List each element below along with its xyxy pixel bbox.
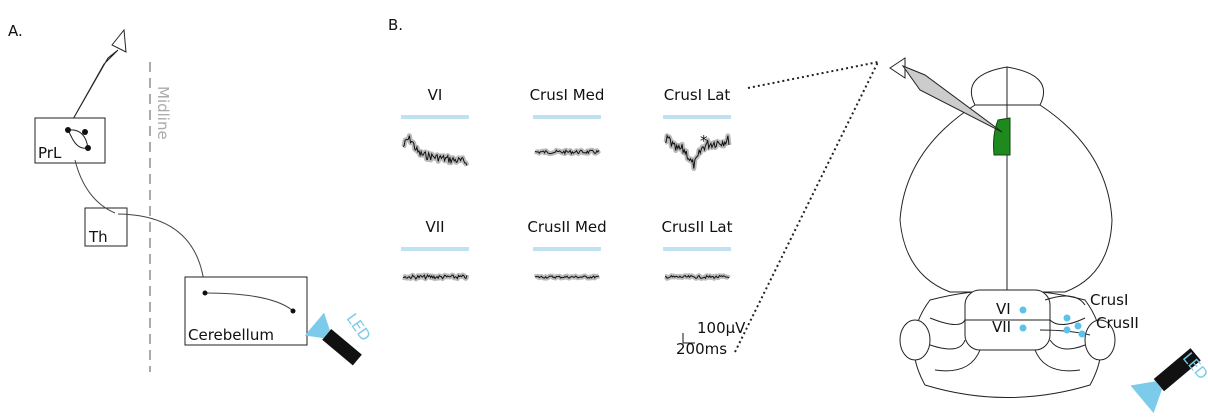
- region-label: Th: [88, 228, 108, 246]
- led-label: LED: [343, 310, 375, 344]
- scale-time: 200ms: [676, 340, 727, 358]
- pipette: [68, 30, 126, 128]
- trace-title: VI: [428, 86, 443, 104]
- zoom-line: [748, 62, 878, 88]
- axon: [75, 160, 115, 213]
- trace-title: VII: [425, 218, 444, 236]
- trace-title: CrusII Med: [527, 218, 606, 236]
- trace-title: CrusII Lat: [661, 218, 732, 236]
- trace-title: CrusI Med: [530, 86, 605, 104]
- midline-label: Midline: [154, 86, 172, 140]
- region-label: Cerebellum: [188, 326, 274, 344]
- trace-title: CrusI Lat: [664, 86, 731, 104]
- panel-label: B.: [388, 16, 403, 34]
- zoom-line: [735, 62, 878, 352]
- brain: [900, 67, 1115, 398]
- region-label: PrL: [38, 144, 62, 162]
- brain-label: CrusI: [1090, 291, 1128, 309]
- asterisk: *: [700, 132, 708, 150]
- trace-shade: [665, 136, 729, 169]
- brain-label: VI: [996, 300, 1011, 318]
- panel-label: A.: [8, 22, 23, 40]
- scale-voltage: 100µV: [697, 319, 746, 337]
- brain-label: CrusII: [1096, 314, 1139, 332]
- figure: A. Midline PrL Th Cerebellum LED B. VI Cr…: [0, 0, 1208, 417]
- brain-label: VII: [992, 318, 1011, 336]
